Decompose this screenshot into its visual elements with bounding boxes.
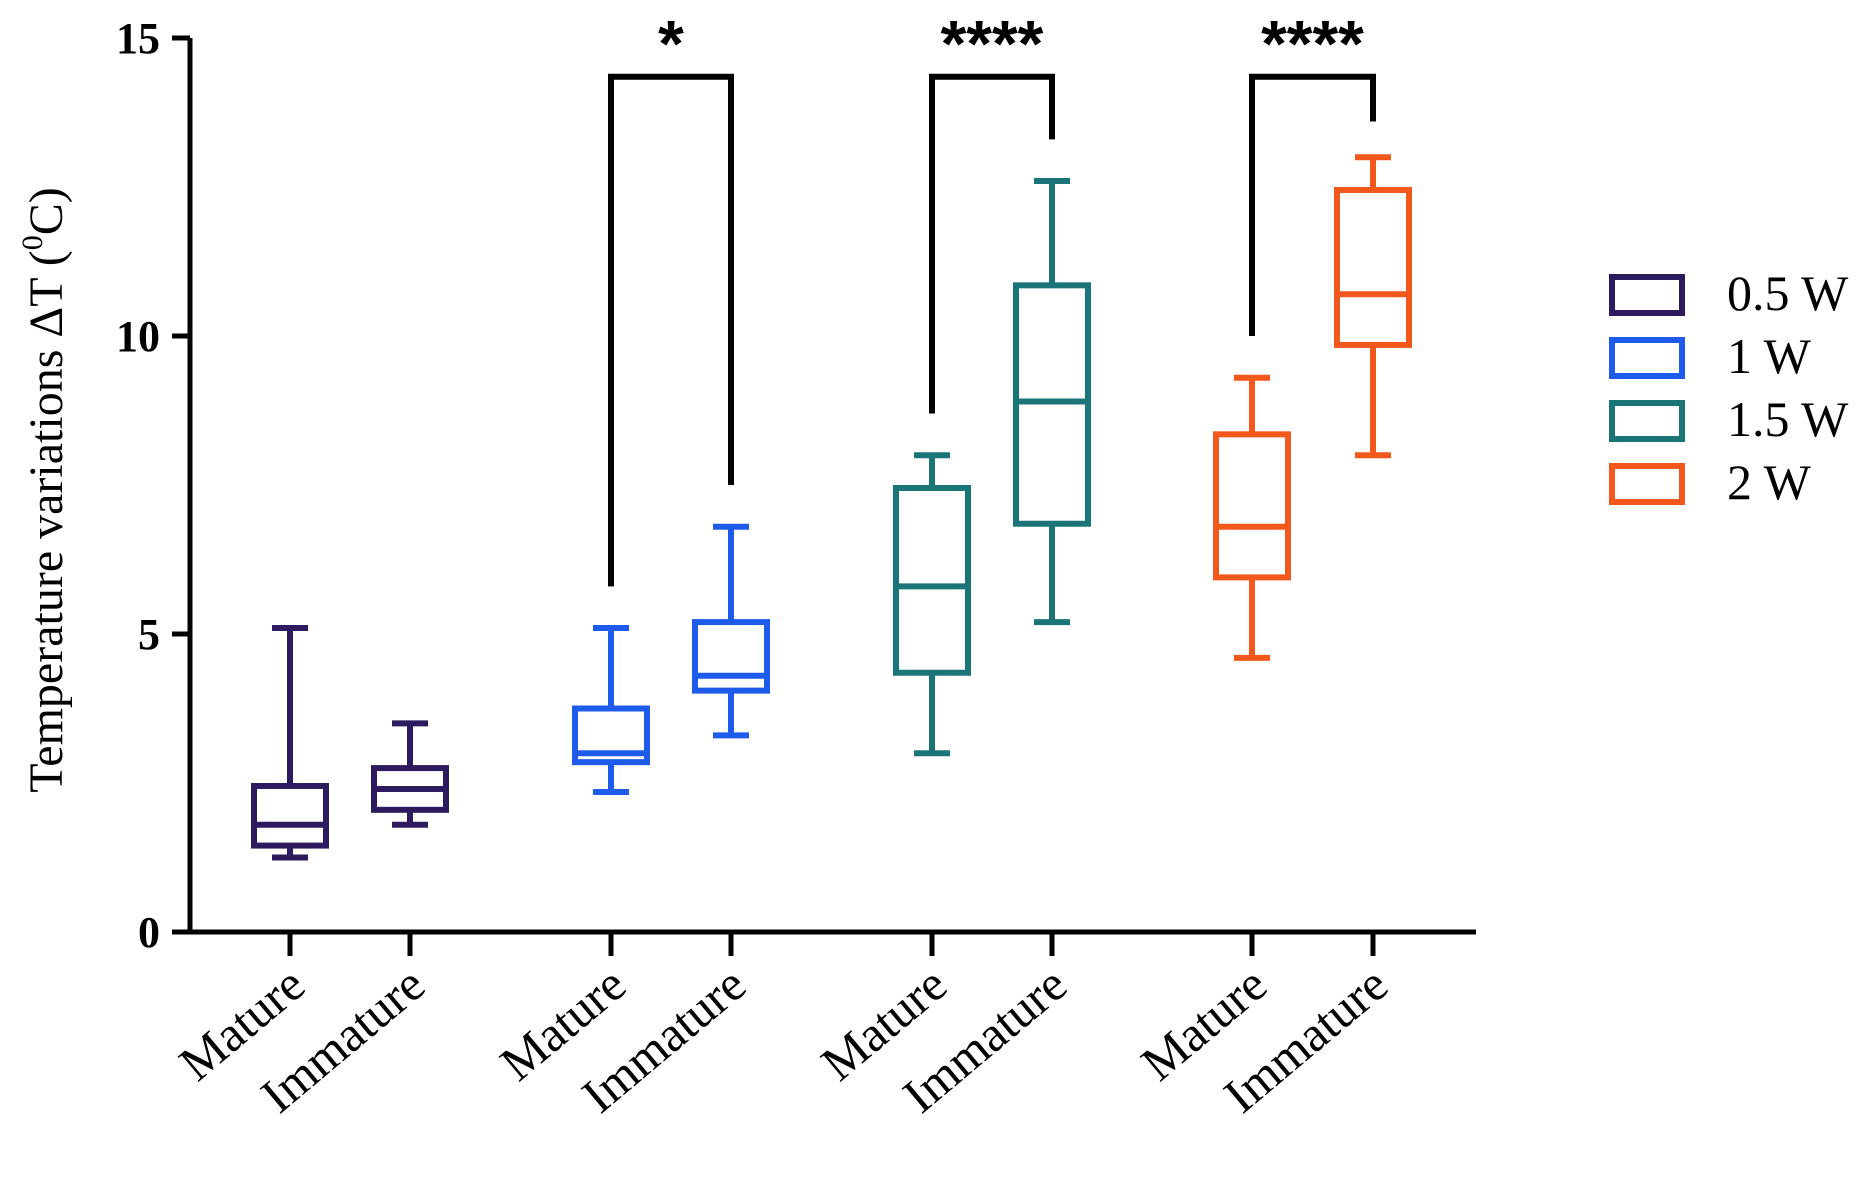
box-series [251, 154, 1412, 861]
legend-item: 1 W [1609, 328, 1812, 384]
box-2W-mature [1213, 374, 1291, 661]
significance-bracket: * [608, 7, 734, 587]
y-tick-label: 10 [116, 312, 160, 361]
significance-brackets: * **** **** [608, 7, 1376, 587]
box-0_5W-immature [371, 720, 449, 828]
y-tick-label: 5 [138, 610, 160, 659]
bracket-line [929, 73, 1055, 414]
legend-item: 2 W [1609, 454, 1812, 510]
legend-swatch [1609, 400, 1685, 442]
iqr-box [1213, 431, 1291, 581]
y-axis-label: Temperature variations ΔT (0C) [16, 187, 73, 792]
legend-label: 1 W [1727, 328, 1812, 384]
box-1W-immature [692, 523, 770, 739]
legend-label: 0.5 W [1727, 265, 1849, 321]
box-1_5W-mature [893, 452, 971, 757]
box-0_5W-mature [251, 625, 329, 861]
significance-label: **** [1261, 7, 1364, 81]
iqr-box [692, 619, 770, 694]
legend-swatch [1609, 274, 1685, 316]
legend-swatch [1609, 463, 1685, 505]
significance-label: **** [941, 7, 1044, 81]
y-tick-label: 0 [138, 908, 160, 957]
bracket-line [608, 73, 734, 587]
bracket-line [1249, 73, 1376, 336]
y-ticks: 0 5 10 15 [116, 14, 190, 957]
significance-bracket: **** [929, 7, 1055, 414]
legend: 0.5 W 1 W 1.5 W 2 W [1609, 265, 1849, 510]
significance-bracket: **** [1249, 7, 1376, 336]
iqr-box [251, 782, 329, 849]
y-tick-label: 15 [116, 14, 160, 63]
iqr-box [893, 484, 971, 676]
box-1W-mature [572, 625, 650, 795]
legend-label: 1.5 W [1727, 391, 1849, 447]
legend-item: 1.5 W [1609, 391, 1849, 447]
iqr-box [1334, 186, 1412, 348]
legend-item: 0.5 W [1609, 265, 1849, 321]
box-1_5W-immature [1013, 178, 1091, 626]
legend-swatch [1609, 337, 1685, 379]
box-2W-immature [1334, 154, 1412, 459]
legend-label: 2 W [1727, 454, 1812, 510]
significance-label: * [658, 7, 684, 81]
